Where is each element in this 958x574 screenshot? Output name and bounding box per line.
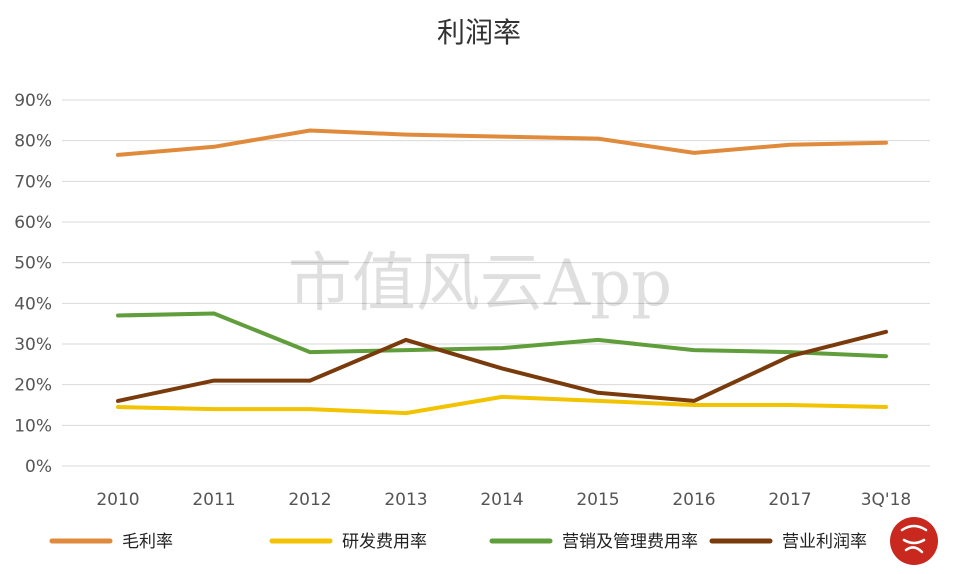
x-tick-label: 2017 — [768, 490, 811, 510]
x-tick-label: 2015 — [576, 490, 619, 510]
gridlines — [62, 99, 930, 467]
x-tick-label: 2014 — [480, 490, 523, 510]
x-tick-label: 2010 — [96, 490, 139, 510]
x-tick-label: 3Q'18 — [861, 490, 912, 510]
y-axis-ticks: 0% 10% 20% 30% 40% 50% 60% 70% 80% 90% — [14, 91, 52, 477]
legend-label: 营销及管理费用率 — [562, 532, 698, 552]
legend-label: 毛利率 — [122, 532, 173, 552]
legend-label: 研发费用率 — [342, 532, 427, 552]
y-tick-label: 30% — [14, 335, 52, 355]
y-tick-label: 0% — [25, 457, 52, 477]
y-tick-label: 20% — [14, 376, 52, 396]
y-tick-label: 40% — [14, 294, 52, 314]
y-tick-label: 10% — [14, 416, 52, 436]
y-tick-label: 50% — [14, 254, 52, 274]
x-axis-ticks: 2010 2011 2012 2013 2014 2015 2016 2017 3Q'18 — [96, 490, 911, 510]
legend: 毛利率 研发费用率 营销及管理费用率 营业利润率 — [49, 532, 867, 552]
series-line-3 — [116, 329, 888, 403]
series-line-2 — [116, 311, 888, 359]
red-seal-logo-icon — [890, 517, 938, 565]
y-tick-label: 80% — [14, 132, 52, 152]
x-tick-label: 2012 — [288, 490, 331, 510]
series-lines — [116, 128, 888, 416]
y-tick-label: 60% — [14, 213, 52, 233]
watermark: 市值风云App — [288, 247, 672, 321]
chart-title: 利润率 — [437, 16, 521, 49]
x-tick-label: 2016 — [672, 490, 715, 510]
y-tick-label: 70% — [14, 172, 52, 192]
x-tick-label: 2013 — [384, 490, 427, 510]
legend-label: 营业利润率 — [782, 532, 867, 552]
series-line-1 — [116, 394, 888, 416]
x-tick-label: 2011 — [192, 490, 235, 510]
series-line-0 — [116, 128, 888, 157]
y-tick-label: 90% — [14, 91, 52, 111]
